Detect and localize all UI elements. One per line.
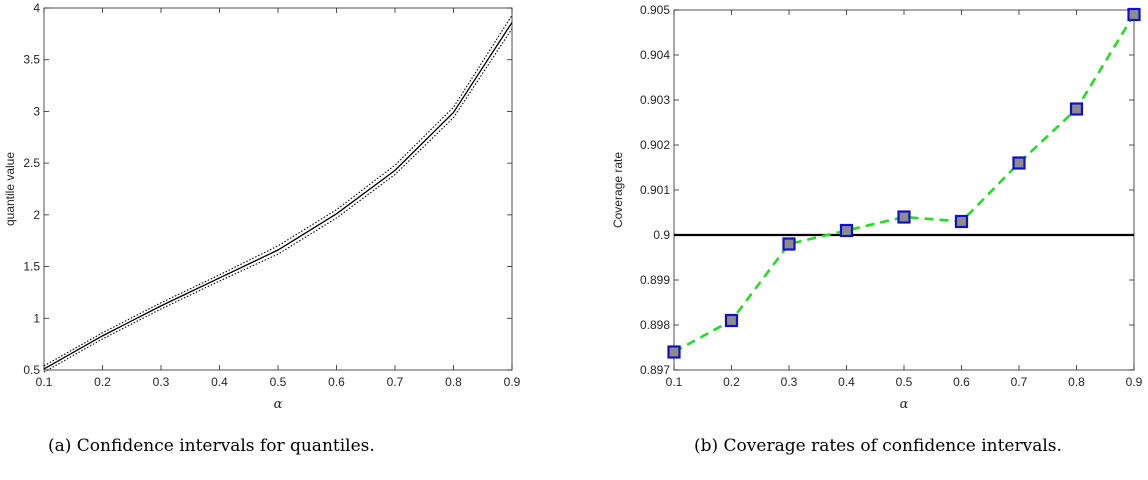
data-point-marker [724, 313, 739, 328]
y-tick-label: 1.5 [23, 260, 40, 274]
series-line-1 [673, 13, 1136, 354]
x-tick-label: 0.3 [781, 375, 798, 389]
y-tick-label: 0.898 [640, 318, 670, 332]
caption-a: (a) Confidence intervals for quantiles. [48, 436, 375, 456]
x-tick-label: 0.9 [504, 375, 521, 389]
x-tick-label: 0.9 [1126, 375, 1143, 389]
plot-coverage-rates: 0.1 0.2 0.3 0.4 0.5 0.6 0.7 0.8 0.9 0.897 0.898 0.8… [611, 3, 1143, 412]
y-tick-label: 0.897 [640, 363, 670, 377]
x-tick-label: 0.2 [94, 375, 111, 389]
x-tick-label: 0.1 [36, 375, 53, 389]
x-tick-label: 0.7 [1011, 375, 1028, 389]
data-point-marker [667, 345, 681, 359]
x-axis-label: α [274, 397, 283, 412]
y-tick-label: 3.5 [23, 53, 40, 67]
x-tick-label: 0.6 [328, 375, 345, 389]
y-tick-label: 4 [33, 1, 40, 15]
x-tick-label: 0.8 [445, 375, 462, 389]
y-axis-label: quantile value [3, 152, 17, 226]
y-tick-label: 0.9 [653, 228, 670, 242]
x-tick-label: 0.3 [153, 375, 170, 389]
y-tick-label: 0.899 [640, 273, 670, 287]
series-line-2 [43, 22, 513, 370]
x-tick-label: 0.2 [723, 375, 740, 389]
caption-b: (b) Coverage rates of confidence interva… [694, 436, 1062, 456]
x-axis-label: α [900, 397, 909, 412]
y-tick-label: 0.5 [23, 363, 40, 377]
x-tick-label: 0.6 [953, 375, 970, 389]
x-tick-label: 0.8 [1068, 375, 1085, 389]
y-tick-label: 2.5 [23, 156, 40, 170]
series-line-3 [43, 14, 513, 367]
y-axis-label: Coverage rate [611, 152, 625, 228]
y-tick-label: 2 [33, 208, 40, 222]
x-tick-label: 0.1 [666, 375, 683, 389]
y-tick-label: 1 [33, 311, 40, 325]
y-tick-label: 0.903 [640, 93, 670, 107]
axes-frame [673, 9, 1135, 371]
x-tick-label: 0.4 [211, 375, 228, 389]
plot-quantile-intervals: 0.1 0.2 0.3 0.4 0.5 0.6 0.7 0.8 0.9 0.5 1 1.5 2 2.5 3 3… [3, 1, 521, 412]
x-tick-label: 0.4 [838, 375, 855, 389]
y-tick-label: 0.902 [640, 138, 670, 152]
data-point-marker [839, 223, 854, 238]
axes-frame [43, 7, 513, 371]
y-tick-label: 0.905 [640, 3, 670, 17]
y-tick-label: 0.901 [640, 183, 670, 197]
data-point-marker [1069, 102, 1084, 116]
data-point-marker [1127, 7, 1141, 22]
data-point-marker [782, 237, 796, 251]
y-tick-label: 0.904 [640, 48, 670, 62]
x-tick-label: 0.5 [896, 375, 913, 389]
y-tick-label: 3 [33, 104, 40, 118]
data-point-marker [954, 214, 969, 229]
x-tick-label: 0.5 [270, 375, 287, 389]
data-point-marker [897, 210, 911, 224]
data-point-marker [1012, 156, 1026, 170]
x-tick-label: 0.7 [387, 375, 404, 389]
series-line-1 [43, 28, 513, 373]
